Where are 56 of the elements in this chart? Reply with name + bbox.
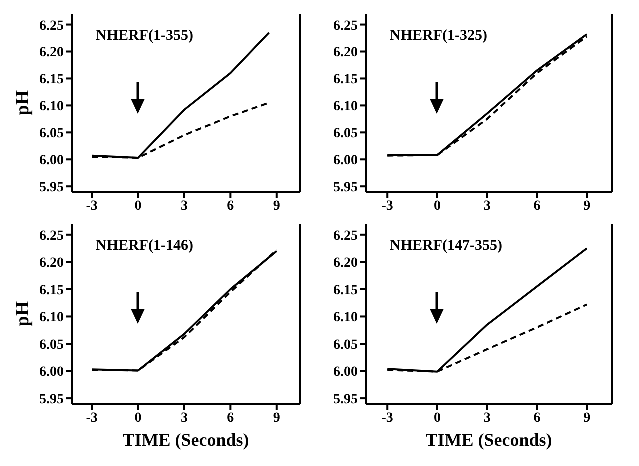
y-tick-label: 6.00 <box>334 365 358 380</box>
y-tick-label: 6.20 <box>40 46 64 61</box>
x-tick-label: 3 <box>180 198 188 214</box>
y-tick-label: 6.10 <box>334 100 358 115</box>
x-axis-title: TIME (Seconds) <box>426 430 552 450</box>
y-tick-label: 6.05 <box>334 338 358 353</box>
y-tick-label: 6.10 <box>334 310 358 326</box>
y-tick-label: 6.15 <box>334 283 358 298</box>
y-axis-title: pH <box>12 90 34 116</box>
y-tick-label: 5.95 <box>40 392 64 408</box>
text: NHERF(1-325) <box>390 28 488 45</box>
x-tick-label: 3 <box>180 410 188 426</box>
y-tick-label: 6.25 <box>40 228 64 244</box>
y-tick-label: 6.05 <box>334 126 358 142</box>
text: NHERF(1-355) <box>96 28 194 45</box>
x-tick-label: 9 <box>273 198 280 214</box>
x-tick-label: -3 <box>382 410 394 426</box>
y-tick-label: 6.05 <box>40 338 64 353</box>
y-tick-label: 5.95 <box>40 180 64 196</box>
y-tick-label: 6.00 <box>334 154 358 169</box>
y-tick-label: 6.15 <box>334 72 358 88</box>
x-tick-label: 0 <box>134 410 142 426</box>
y-tick-label: 5.95 <box>334 392 358 408</box>
y-tick-label: 6.10 <box>40 310 64 326</box>
x-tick-label: -3 <box>86 410 98 426</box>
x-tick-label: -3 <box>382 198 394 214</box>
y-tick-label: 6.10 <box>40 100 64 115</box>
x-tick-label: 6 <box>227 198 234 214</box>
y-tick-label: 6.25 <box>40 18 64 34</box>
x-tick-label: 9 <box>584 410 591 426</box>
y-tick-label: 5.95 <box>334 180 358 196</box>
x-tick-label: 6 <box>227 410 234 426</box>
y-tick-label: 6.25 <box>334 228 358 244</box>
x-tick-label: 6 <box>534 198 541 214</box>
x-tick-label: 9 <box>273 410 280 426</box>
x-tick-label: 0 <box>134 198 142 214</box>
y-tick-label: 6.20 <box>334 46 358 61</box>
y-tick-label: 6.25 <box>334 18 358 34</box>
x-tick-label: 0 <box>434 198 441 214</box>
text: NHERF(147-355) <box>390 238 502 255</box>
x-tick-label: 6 <box>534 410 541 426</box>
y-tick-label: 6.05 <box>40 126 64 142</box>
text: NHERF(1-146) <box>96 238 194 255</box>
y-tick-label: 6.20 <box>40 256 64 272</box>
y-tick-label: 6.20 <box>334 256 358 272</box>
y-tick-label: 6.15 <box>40 283 64 298</box>
y-tick-label: 6.00 <box>40 154 64 169</box>
x-tick-label: -3 <box>86 198 98 214</box>
x-tick-label: 3 <box>484 410 491 426</box>
x-tick-label: 3 <box>484 198 491 214</box>
y-axis-title: pH <box>12 301 34 327</box>
y-tick-label: 6.15 <box>40 72 64 88</box>
x-tick-label: 9 <box>584 198 591 214</box>
y-tick-label: 6.00 <box>40 365 64 380</box>
x-axis-title: TIME (Seconds) <box>122 430 250 450</box>
x-tick-label: 0 <box>434 410 441 426</box>
